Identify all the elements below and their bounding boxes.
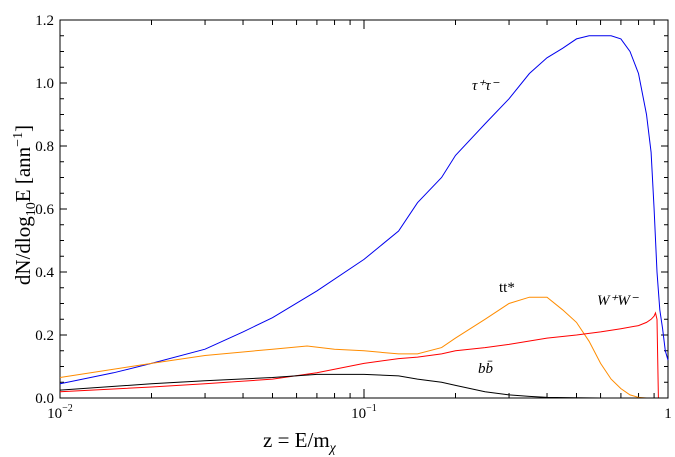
x-axis-label: z = E/mχ [263,428,337,456]
x-tick-label: 10−1 [351,403,377,422]
series-label-tt: tt* [499,280,515,296]
plot-border [59,19,669,399]
y-axis-label: dN/dlog10E [ann−1] [11,125,39,285]
y-tick-label: 0.2 [35,328,54,344]
series-label-bb: bb̄ [478,361,494,377]
series-label-tau: τ⁺τ⁻ [472,78,500,94]
x-axis-ticks: 10−2 10−1 1 [47,20,672,422]
series-line-bb [59,373,668,399]
series-line-tt [59,296,668,399]
x-tick-label: 1 [664,406,672,422]
series-lines [59,35,669,399]
y-tick-label: 1.0 [35,76,54,92]
y-tick-label: 0.6 [35,202,54,218]
y-tick-label: 1.2 [35,13,54,29]
y-tick-label: 0.8 [35,139,54,155]
plot-frame [59,19,669,399]
series-line-tau [59,35,669,385]
y-tick-label: 0.4 [35,265,54,281]
y-axis-ticks: 0.0 0.2 0.4 0.6 0.8 1.0 1.2 [35,13,668,407]
series-line-ww [59,311,668,399]
y-tick-label: 0.0 [35,391,54,407]
series-label-ww: W⁺W⁻ [597,293,639,309]
x-tick-label: 10−2 [47,403,73,422]
